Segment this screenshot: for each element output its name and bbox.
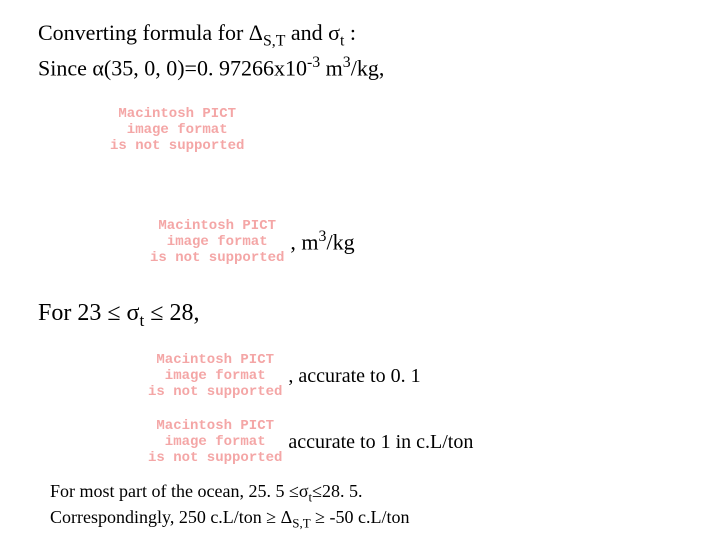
pict-row-4: Macintosh PICT image format is not suppo… xyxy=(148,418,473,466)
pict-row-2: Macintosh PICT image format is not suppo… xyxy=(150,218,355,266)
text: /kg, xyxy=(351,55,385,80)
header-line-1: Converting formula for ΔS,T and σt : xyxy=(38,18,688,52)
footer-line-1: For most part of the ocean, 25. 5 ≤σt≤28… xyxy=(50,480,409,506)
text: and σ xyxy=(285,20,340,45)
header-block: Converting formula for ΔS,T and σt : Sin… xyxy=(38,18,688,83)
footer-line-2: Correspondingly, 250 c.L/ton ≥ ΔS,T ≥ -5… xyxy=(50,506,409,532)
text: Since α(35, 0, 0)=0. 97266x10 xyxy=(38,55,307,80)
pict-row-3: Macintosh PICT image format is not suppo… xyxy=(148,352,421,400)
pict-placeholder-1: Macintosh PICT image format is not suppo… xyxy=(110,106,244,154)
pict-unsupported-icon: Macintosh PICT image format is not suppo… xyxy=(150,218,284,266)
delta-symbol: Δ xyxy=(249,20,263,45)
text: , m xyxy=(290,230,318,255)
text: Correspondingly, 250 c.L/ton ≥ Δ xyxy=(50,507,292,527)
header-line-2: Since α(35, 0, 0)=0. 97266x10-3 m3/kg, xyxy=(38,52,688,83)
text: For 23 ≤ σ xyxy=(38,300,139,326)
text: ≤ 28, xyxy=(144,300,199,326)
accuracy-annotation-2: accurate to 1 in c.L/ton xyxy=(288,431,473,454)
accuracy-annotation-1: , accurate to 0. 1 xyxy=(288,365,420,388)
footer-block: For most part of the ocean, 25. 5 ≤σt≤28… xyxy=(50,480,409,533)
text: m xyxy=(320,55,343,80)
superscript: 3 xyxy=(343,54,351,71)
for-range-line: For 23 ≤ σt ≤ 28, xyxy=(38,300,199,331)
text: ≥ -50 c.L/ton xyxy=(311,507,410,527)
subscript: S,T xyxy=(292,516,310,531)
pict-unsupported-icon: Macintosh PICT image format is not suppo… xyxy=(110,106,244,154)
pict-unsupported-icon: Macintosh PICT image format is not suppo… xyxy=(148,352,282,400)
text: Converting formula for xyxy=(38,20,249,45)
pict-unsupported-icon: Macintosh PICT image format is not suppo… xyxy=(148,418,282,466)
superscript: -3 xyxy=(307,54,320,71)
text: : xyxy=(344,20,356,45)
subscript: S,T xyxy=(263,32,285,49)
text: For most part of the ocean, 25. 5 ≤σ xyxy=(50,481,309,501)
units-annotation: , m3/kg xyxy=(290,228,354,255)
text: /kg xyxy=(326,230,354,255)
text: ≤28. 5. xyxy=(312,481,362,501)
